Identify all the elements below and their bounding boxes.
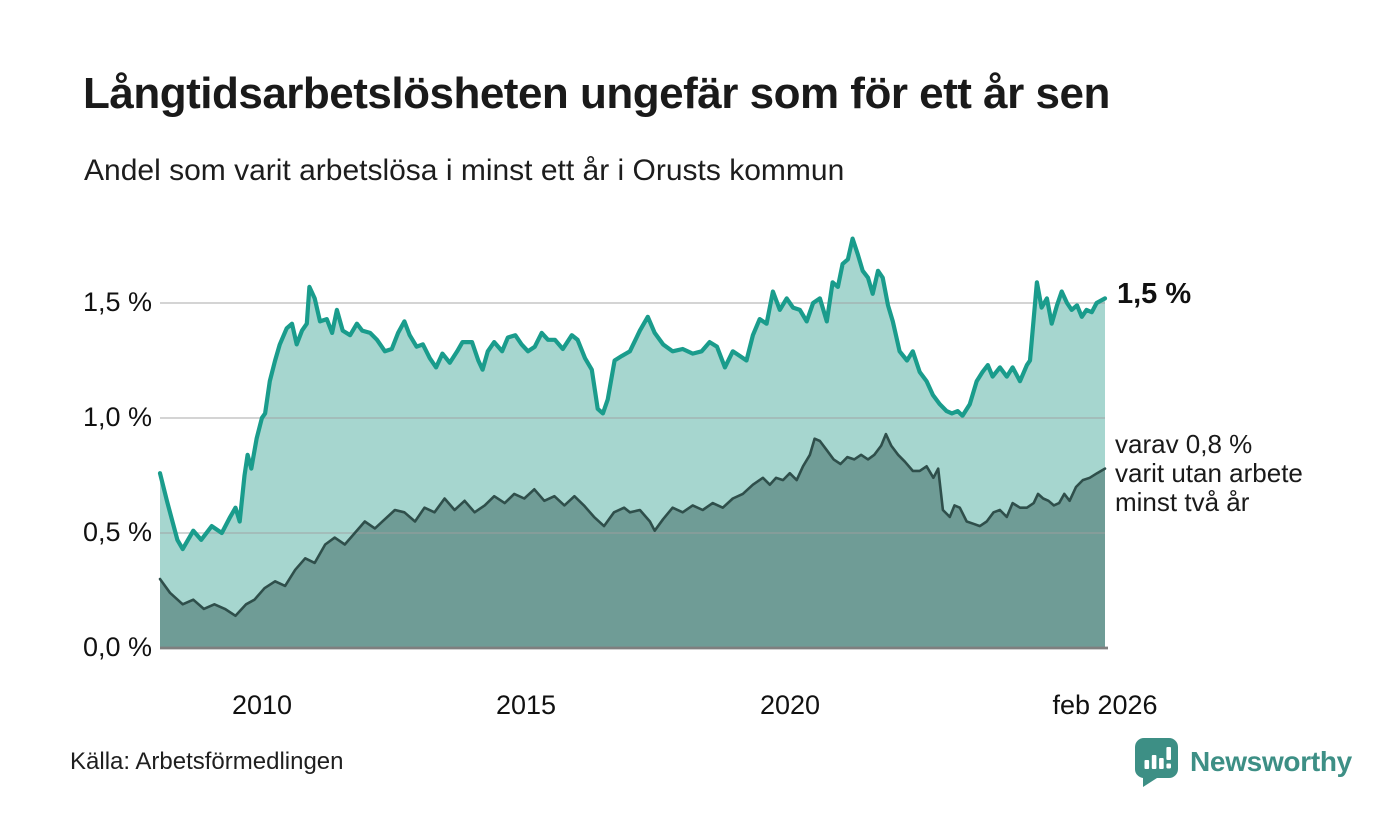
x-axis-tick-label: 2015 <box>495 690 557 720</box>
annotation-line: varit utan arbete <box>1115 458 1303 488</box>
newsworthy-wordmark: Newsworthy <box>1190 746 1352 777</box>
series-line-total <box>157 236 1108 552</box>
y-axis-tick-label: 0,0 % <box>82 632 152 662</box>
x-axis-tick-label: 2020 <box>759 690 821 720</box>
chart-subtitle: Andel som varit arbetslösa i minst ett å… <box>84 154 845 187</box>
secondary-series-annotation: varav 0,8 % varit utan arbete minst två … <box>1115 430 1303 517</box>
annotation-line: varav 0,8 % <box>1115 429 1253 459</box>
y-axis-tick-label: 1,5 % <box>82 287 152 317</box>
y-axis-tick-label: 1,0 % <box>82 402 152 432</box>
series-area-two-years <box>160 434 1105 648</box>
latest-total-value-label: 1,5 % <box>1117 278 1192 310</box>
y-axis-tick-label: 0,5 % <box>82 517 152 547</box>
newsworthy-icon <box>1134 738 1178 787</box>
x-axis-tick-label: feb 2026 <box>1052 690 1158 720</box>
source-note: Källa: Arbetsförmedlingen <box>70 748 344 775</box>
newsworthy-logo: Newsworthy <box>1133 736 1352 788</box>
page-title: Långtidsarbetslösheten ungefär som för e… <box>83 69 1110 118</box>
annotation-line: minst två år <box>1115 487 1250 517</box>
series-line-two-years <box>158 432 1107 618</box>
x-axis-tick-label: 2010 <box>231 690 293 720</box>
